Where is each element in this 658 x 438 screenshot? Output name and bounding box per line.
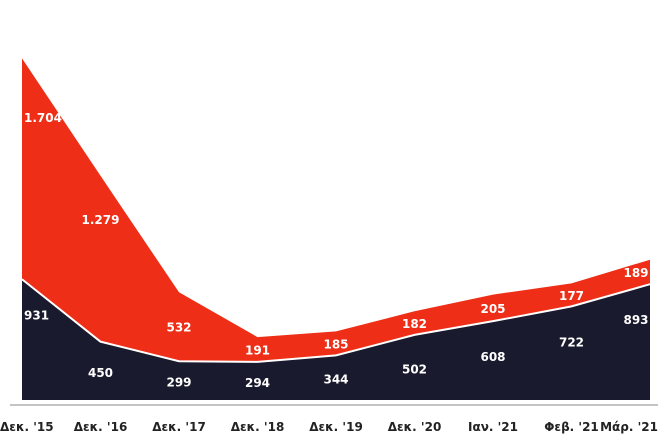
data-label-upper: 205: [480, 302, 505, 316]
data-label-upper: 189: [623, 266, 648, 280]
data-label-upper: 532: [166, 321, 191, 335]
data-label-lower: 722: [559, 335, 584, 349]
x-tick-label: Δεκ. '17: [152, 420, 206, 434]
data-label-lower: 502: [402, 362, 427, 376]
x-tick-label: Δεκ. '18: [231, 420, 285, 434]
x-axis-ticks: Δεκ. '15 Δεκ. '16 Δεκ. '17 Δεκ. '18 Δεκ. '19…: [0, 420, 658, 434]
data-label-upper: 191: [245, 343, 270, 357]
data-label-lower: 299: [166, 376, 191, 390]
chart-value-labels: 931 1.704 450 1.279 299 532 294 191 344 185 502 182…: [24, 111, 649, 390]
x-tick-label: Μάρ. '21: [600, 420, 658, 434]
data-label-lower: 450: [88, 366, 113, 380]
data-label-upper: 185: [323, 337, 348, 351]
x-tick-label: Φεβ. '21: [544, 420, 599, 434]
data-label-upper: 177: [559, 289, 584, 303]
x-tick-label: Δεκ. '19: [309, 420, 363, 434]
data-label-lower: 294: [245, 376, 270, 390]
data-label-lower: 344: [323, 373, 348, 387]
data-label-lower: 893: [623, 313, 648, 327]
x-tick-label: Ιαν. '21: [468, 420, 518, 434]
x-tick-label: Δεκ. '15: [0, 420, 54, 434]
data-label-upper: 1.279: [82, 213, 120, 227]
data-label-upper: 1.704: [24, 111, 62, 125]
series-separator-line: [21, 278, 651, 363]
chart-areas: [21, 58, 651, 400]
data-label-lower: 931: [24, 308, 49, 322]
area-series-lower: [22, 279, 650, 400]
x-tick-label: Δεκ. '16: [74, 420, 128, 434]
x-tick-label: Δεκ. '20: [388, 420, 442, 434]
data-label-upper: 182: [402, 317, 427, 331]
data-label-lower: 608: [480, 350, 505, 364]
